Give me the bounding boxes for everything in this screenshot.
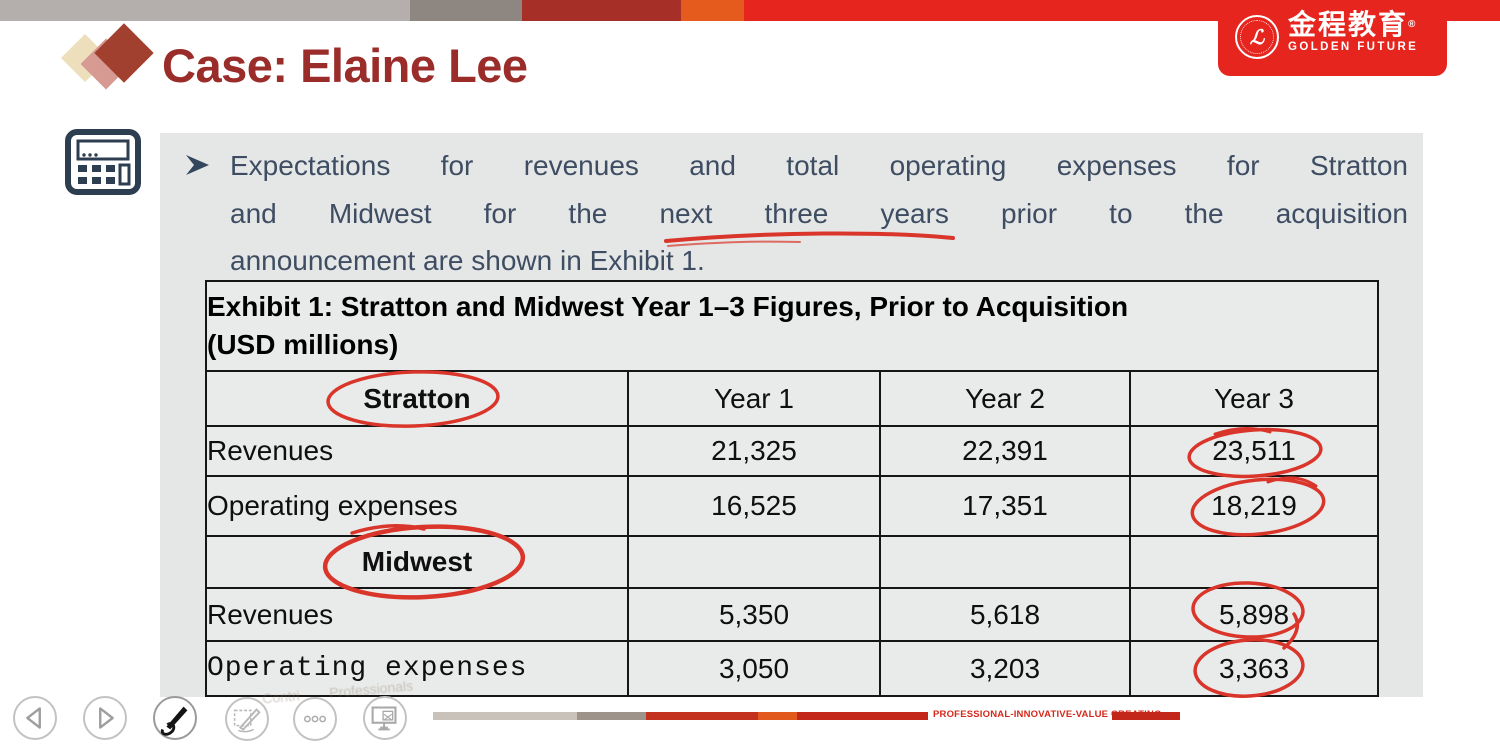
exhibit-title-cell: Exhibit 1: Stratton and Midwest Year 1–3… [205,280,1379,372]
paragraph-line-2: and Midwest for the next three years pri… [230,197,1408,229]
row-label: Revenues [205,587,629,642]
footer-bar-segment-red2 [797,712,928,720]
cell-value [879,535,1131,589]
table-row: Operating expenses 16,525 17,351 18,219 [205,475,1379,537]
exhibit-title-line1: Exhibit 1: Stratton and Midwest Year 1–3… [207,291,1129,322]
table-row: Revenues 21,325 22,391 23,511 [205,425,1379,477]
footer-bar-segment-red1 [646,712,758,720]
cell-value: 17,351 [879,475,1131,537]
brand-logo: ℒ 金程教育® GOLDEN FUTURE [1218,0,1447,76]
footer-bar-segment-orange [758,712,797,720]
registered-mark: ® [1408,19,1418,30]
calculator-icon [64,129,142,200]
exhibit-table: Exhibit 1: Stratton and Midwest Year 1–3… [205,280,1379,697]
row-label: Operating expenses [205,640,629,697]
ellipsis-icon [303,715,327,723]
footer-bar-segment-taupe [577,712,646,720]
display-settings-button[interactable] [363,696,407,740]
cell-value: 5,350 [627,587,881,642]
paragraph-line-3: announcement are shown in Exhibit 1. [230,245,705,276]
cell-value: 3,203 [879,640,1131,697]
cell-value: 3,050 [627,640,881,697]
paragraph-line-1: Expectations for revenues and total oper… [230,150,1408,181]
page-title: Case: Elaine Lee [162,39,528,92]
bullet-paragraph: Expectations for revenues and total oper… [230,142,1408,285]
bullet-arrow-icon [184,153,212,182]
projector-screen-icon [371,706,397,731]
cell-value [1129,535,1379,589]
section-header-midwest: Midwest [205,535,629,589]
table-header-row: Stratton Year 1 Year 2 Year 3 [205,370,1379,427]
brand-name-cn: 金程教育 [1288,9,1409,40]
column-header-year1: Year 1 [627,370,881,427]
footer-bar-segment-red3 [1112,712,1180,720]
chevron-right-icon [99,707,114,729]
top-accent-bar [0,0,1500,21]
exhibit-title-line2: (USD millions) [207,329,399,360]
column-header-year3: Year 3 [1129,370,1379,427]
cell-value: 23,511 [1129,425,1379,477]
prev-slide-button[interactable] [13,696,57,740]
row-label: Revenues [205,425,629,477]
pen-tool-button[interactable] [153,696,197,740]
top-bar-segment-gray [0,0,410,21]
cell-value: 16,525 [627,475,881,537]
cell-value: 18,219 [1129,475,1379,537]
column-header-year2: Year 2 [879,370,1131,427]
table-row: Revenues 5,350 5,618 5,898 [205,587,1379,642]
cell-value: 5,618 [879,587,1131,642]
cell-value: 21,325 [627,425,881,477]
brand-seal-icon: ℒ [1235,15,1279,59]
annotation-tools-button[interactable] [225,697,269,741]
row-label: Operating expenses [205,475,629,537]
footer-bar-segment-beige [433,712,577,720]
more-options-button[interactable] [293,697,337,741]
next-slide-button[interactable] [83,696,127,740]
chevron-left-icon [26,707,41,729]
top-bar-segment-darkred [522,0,681,21]
slide-pen-icon [233,708,261,733]
footer-tagline: PROFESSIONAL-INNOVATIVE-VALUE CREATING [933,709,1162,720]
cell-value [627,535,881,589]
cell-value: 5,898 [1129,587,1379,642]
brand-name-en: GOLDEN FUTURE [1288,41,1419,53]
pen-icon [160,706,188,736]
cell-value: 3,363 [1129,640,1379,697]
table-row: Midwest [205,535,1379,589]
cell-value: 22,391 [879,425,1131,477]
top-bar-segment-orange [681,0,744,21]
top-bar-segment-darkgray [410,0,522,21]
column-header-stratton: Stratton [205,370,629,427]
